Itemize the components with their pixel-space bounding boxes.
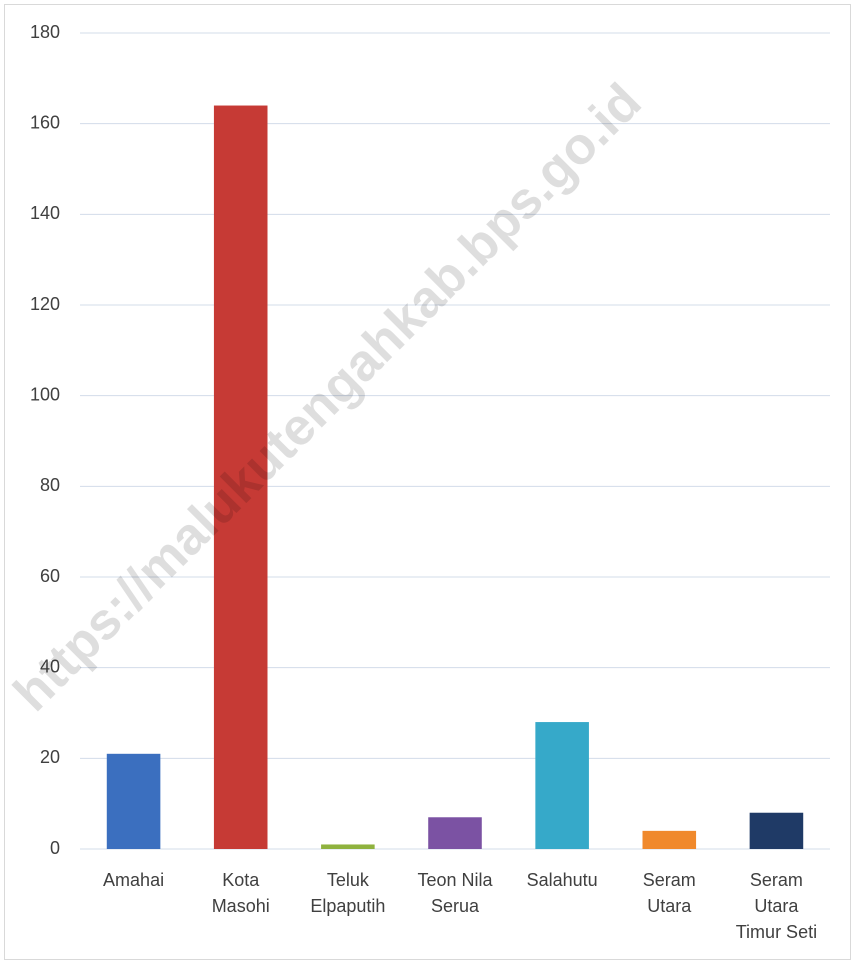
y-tick-label: 20: [40, 747, 60, 767]
x-tick-label: Seram Utara: [642, 870, 696, 916]
bar: [106, 753, 161, 849]
x-tick-label: Teon Nila Serua: [417, 870, 493, 916]
chart-border: [4, 4, 851, 960]
x-tick-label: Salahutu: [526, 870, 598, 890]
y-tick-label: 0: [50, 838, 60, 858]
y-tick-label: 120: [30, 294, 60, 314]
y-tick-label: 100: [30, 384, 60, 404]
x-tick-label: Seram Utara Timur Seti: [735, 870, 818, 942]
bar: [321, 844, 375, 849]
y-tick-label: 140: [30, 203, 60, 223]
watermark: https://malukutengahkab.bps.go.id: [3, 73, 653, 723]
bar: [428, 817, 482, 849]
x-tick-label: Teluk Elpaputih: [310, 870, 386, 916]
bar: [749, 812, 804, 849]
y-tick-label: 180: [30, 22, 60, 42]
bar: [213, 105, 268, 850]
bar: [642, 830, 697, 849]
x-tick-label: Kota Masohi: [211, 870, 270, 916]
y-tick-label: 80: [40, 475, 60, 495]
y-tick-label: 160: [30, 112, 60, 132]
bar: [535, 722, 589, 849]
y-tick-label: 60: [40, 566, 60, 586]
y-tick-label: 40: [40, 656, 60, 676]
x-tick-label: Amahai: [103, 870, 165, 890]
